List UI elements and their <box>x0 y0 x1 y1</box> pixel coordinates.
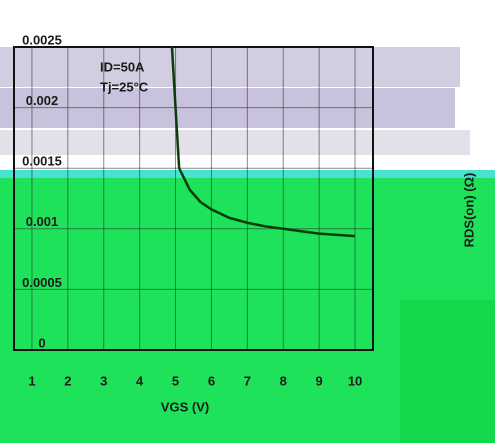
x-tick-label: 1 <box>28 373 35 388</box>
x-tick-label: 10 <box>348 373 362 388</box>
glitch-band <box>0 47 460 87</box>
glitch-band <box>0 130 470 155</box>
annotation: Tj=25°C <box>100 79 149 94</box>
x-tick-label: 7 <box>244 373 251 388</box>
x-tick-label: 3 <box>100 373 107 388</box>
x-tick-label: 5 <box>172 373 179 388</box>
y-tick-label: 0.0005 <box>22 275 62 290</box>
glitch-band <box>400 300 495 443</box>
y-axis-label: RDS(on) (Ω) <box>461 173 476 248</box>
y-tick-label: 0.002 <box>26 93 59 108</box>
y-tick-label: 0.0025 <box>22 32 62 47</box>
plot-frame <box>13 46 374 351</box>
x-tick-label: 2 <box>64 373 71 388</box>
x-tick-label: 8 <box>280 373 287 388</box>
y-tick-label: 0 <box>38 335 45 350</box>
x-tick-label: 9 <box>316 373 323 388</box>
x-tick-label: 6 <box>208 373 215 388</box>
annotation: ID=50A <box>100 59 145 74</box>
x-axis-label: VGS (V) <box>161 399 209 414</box>
y-tick-label: 0.0015 <box>22 154 62 169</box>
y-tick-label: 0.001 <box>26 214 59 229</box>
data-line <box>170 46 356 238</box>
x-tick-label: 4 <box>136 373 144 388</box>
